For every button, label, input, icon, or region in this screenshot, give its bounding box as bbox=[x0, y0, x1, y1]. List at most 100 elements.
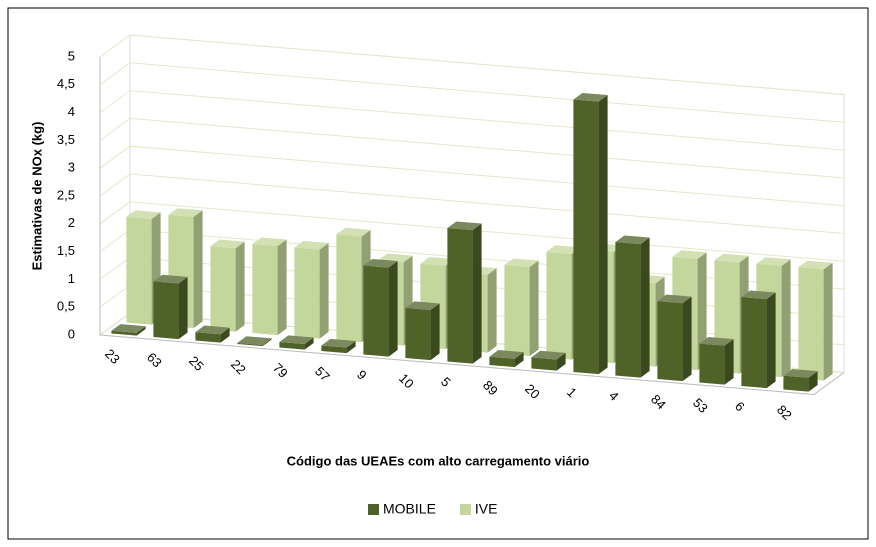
bar-front bbox=[210, 246, 236, 332]
bar bbox=[363, 258, 398, 357]
bar-side bbox=[514, 352, 524, 368]
bar-top bbox=[657, 294, 692, 304]
bar-top bbox=[798, 260, 833, 270]
legend-label: MOBILE bbox=[383, 501, 436, 517]
bar bbox=[783, 369, 818, 392]
bar-top bbox=[294, 240, 329, 250]
bar-top bbox=[363, 258, 398, 268]
y-tick-label: 1 bbox=[68, 271, 75, 286]
bar-front bbox=[798, 267, 824, 381]
bar-top bbox=[672, 250, 707, 259]
bar bbox=[573, 92, 608, 375]
bar-top bbox=[210, 239, 245, 249]
bar-side bbox=[136, 326, 146, 336]
bar-top bbox=[321, 338, 356, 348]
y-tick-label: 5 bbox=[68, 48, 75, 63]
y-tick-label: 0,5 bbox=[57, 299, 75, 314]
bar-front bbox=[546, 251, 572, 360]
bar-front bbox=[363, 265, 389, 357]
bar-side bbox=[346, 340, 356, 354]
bar-top bbox=[504, 258, 539, 268]
bar-side bbox=[682, 296, 692, 382]
bar-front bbox=[573, 99, 599, 375]
bar bbox=[252, 237, 287, 336]
bar-side bbox=[178, 276, 188, 340]
bar bbox=[321, 338, 356, 354]
bar-front bbox=[741, 297, 767, 389]
y-tick-label: 1,5 bbox=[57, 243, 75, 258]
y-tick-label: 3,5 bbox=[57, 132, 75, 147]
y-tick-label: 4 bbox=[68, 104, 75, 119]
bar-side bbox=[319, 243, 329, 339]
y-tick-label: 0 bbox=[68, 326, 75, 341]
bar-side bbox=[640, 237, 650, 378]
bar bbox=[699, 336, 734, 385]
grid-line bbox=[99, 34, 845, 95]
bar-front bbox=[153, 281, 179, 340]
bar-front bbox=[126, 216, 152, 325]
y-axis-title: Estimativas de NOx (kg) bbox=[29, 122, 44, 271]
bar-top bbox=[546, 245, 581, 254]
bar-side bbox=[556, 352, 566, 371]
legend-swatch bbox=[459, 504, 471, 515]
bar-side bbox=[193, 210, 203, 329]
bar-front bbox=[699, 343, 725, 385]
bar-top bbox=[405, 301, 440, 311]
legend-swatch bbox=[368, 504, 379, 515]
bar-top bbox=[237, 336, 272, 345]
bar-front bbox=[405, 307, 431, 361]
bar-side bbox=[766, 292, 776, 389]
bar-front bbox=[195, 332, 221, 343]
bar-side bbox=[487, 268, 497, 353]
bar-top bbox=[378, 253, 413, 263]
legend-label: IVE bbox=[475, 501, 498, 517]
bar-top bbox=[336, 227, 371, 237]
x-axis-title: Código das UEAEs com alto carregamento v… bbox=[287, 453, 590, 468]
bar bbox=[798, 260, 833, 381]
bar bbox=[657, 294, 692, 382]
bar-front bbox=[615, 242, 641, 378]
bar-side bbox=[472, 223, 482, 364]
bar-top bbox=[420, 257, 455, 266]
bar-front bbox=[237, 342, 263, 347]
bar-side bbox=[235, 241, 245, 332]
bar-front bbox=[783, 375, 809, 392]
bar-side bbox=[724, 339, 734, 385]
bar-side bbox=[262, 338, 272, 347]
bar-top bbox=[699, 336, 734, 346]
bar bbox=[615, 235, 650, 378]
bar-top bbox=[741, 290, 776, 300]
bar-top bbox=[252, 237, 287, 247]
bar bbox=[279, 335, 314, 350]
bar-side bbox=[823, 262, 833, 381]
bar-side bbox=[598, 95, 608, 375]
bar-top bbox=[714, 253, 749, 263]
bar-top bbox=[756, 257, 791, 266]
bar bbox=[195, 325, 230, 343]
bar bbox=[294, 240, 329, 339]
bar-top bbox=[531, 350, 566, 360]
y-tick-label: 2,5 bbox=[57, 187, 75, 202]
bar-side bbox=[430, 303, 440, 361]
bar-front bbox=[336, 234, 362, 343]
bar-side bbox=[220, 327, 230, 343]
bar-front bbox=[447, 228, 473, 364]
bar bbox=[741, 290, 776, 389]
bar-side bbox=[781, 259, 791, 378]
bar-front bbox=[489, 356, 515, 368]
bar bbox=[405, 301, 440, 361]
bar bbox=[489, 350, 524, 368]
bar-front bbox=[531, 357, 557, 371]
y-tick-label: 4,5 bbox=[57, 76, 75, 91]
bar bbox=[111, 324, 146, 336]
bar-front bbox=[504, 265, 530, 357]
bar-side bbox=[808, 371, 818, 392]
bar-side bbox=[277, 239, 287, 336]
bar-side bbox=[529, 260, 539, 357]
bar bbox=[153, 274, 188, 340]
bar-front bbox=[321, 345, 347, 354]
bar-side bbox=[304, 337, 314, 350]
bar bbox=[126, 210, 161, 325]
bar-front bbox=[111, 330, 137, 336]
bar bbox=[210, 239, 245, 332]
